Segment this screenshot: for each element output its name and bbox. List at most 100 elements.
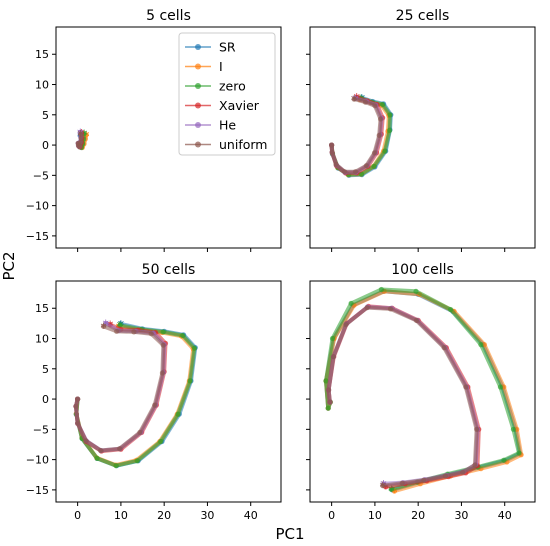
series-point-uniform [474,426,480,432]
series-point-uniform [364,305,370,311]
series-point-uniform [152,402,158,408]
series-point-uniform [372,103,378,109]
series-point-uniform [333,161,339,167]
series-line-xavier [73,322,168,454]
series-group: ****** [73,318,198,469]
series-point-uniform [117,446,123,452]
x-tick-label: 10 [114,509,128,522]
series-point-uniform [442,473,448,479]
x-tick-label: 0 [74,509,81,522]
series-line-uniform [73,324,166,453]
series-point-uniform [351,96,357,102]
start-marker-uniform: * [100,321,107,336]
series-point-uniform [472,462,478,468]
series-point-zero [94,455,100,461]
y-tick-label: −10 [26,454,49,467]
y-tick-label: 0 [42,139,49,152]
x-tick-label: 30 [200,509,214,522]
subplot-title: 100 cells [391,262,454,278]
series-point-uniform [329,142,335,148]
series-point-uniform [363,163,369,169]
start-marker-xavier: * [382,482,389,497]
y-tick-label: 15 [35,302,49,315]
series-point-uniform [101,323,107,329]
start-marker-uniform: * [351,94,358,109]
subplot-title: 5 cells [146,8,191,24]
series-point-uniform [329,149,335,155]
series-point-uniform [148,331,154,337]
y-tick-label: −10 [26,200,49,213]
series-point-zero [134,458,140,464]
series-point-zero [387,112,393,118]
series-group: ****** [329,92,394,178]
subplot-title: 50 cells [142,262,196,278]
legend-swatch-marker [195,141,201,148]
series-point-zero [516,450,522,456]
series-line-he [73,321,167,453]
series-point-uniform [413,317,419,323]
series-point-uniform [75,420,81,426]
axes-frame [309,280,536,503]
series-point-uniform [131,329,137,335]
x-axis-label: PC1 [275,525,304,543]
series-line-xavier [326,304,481,489]
series-point-uniform [75,396,81,402]
y-tick-label: −5 [33,169,49,182]
series-line-sr [324,289,522,492]
series-point-uniform [78,135,84,141]
legend-label: SR [219,40,236,55]
series-point-uniform [75,140,81,146]
x-tick-label: 20 [157,509,171,522]
series-point-uniform [352,169,358,175]
series-point-uniform [377,116,384,122]
series-point-zero [329,335,336,342]
series-point-uniform [387,306,394,312]
y-tick-label: 15 [35,48,49,61]
y-tick-label: 5 [42,109,49,122]
series-point-zero [158,438,164,445]
start-marker-uniform: * [379,481,386,496]
series-line-uniform [326,305,479,488]
series-point-zero [348,300,354,306]
start-marker-zero: * [81,129,88,144]
legend-swatch-marker [195,102,201,109]
series-point-zero [413,288,419,294]
legend-swatch-marker [195,63,201,70]
y-tick-label: −15 [26,484,49,497]
y-tick-label: −15 [26,230,49,243]
y-tick-label: −5 [33,423,49,436]
y-tick-label: 0 [42,393,49,406]
series-point-uniform [371,150,378,156]
series-point-uniform [342,169,348,175]
series-point-uniform [376,132,382,138]
series-point-zero [371,163,377,169]
legend-swatch-marker [195,83,201,89]
subplot-2: 25 cells ****** [306,8,536,252]
series-point-uniform [463,384,469,390]
series-group: ****** [323,286,524,501]
legend-swatch-marker [195,44,201,50]
legend-label: Xavier [219,98,260,113]
series-point-uniform [73,403,79,409]
series-point-zero [180,332,186,339]
y-tick-label: 5 [42,363,49,376]
series-point-zero [510,426,516,432]
series-point-uniform [399,480,405,486]
series-point-zero [175,411,181,417]
series-point-zero [325,405,331,411]
series-point-zero [448,306,454,313]
legend-label: uniform [219,137,267,152]
series-point-uniform [83,438,89,444]
series-point-zero [378,286,384,293]
series-point-uniform [460,469,466,475]
x-tick-label: 30 [454,509,468,522]
subplot-1: 5 cells ****** −15 −10 −5 0 5 10 15 [26,8,282,252]
series-point-uniform [160,342,166,348]
series-point-zero [160,329,166,335]
y-tick-label: 10 [35,79,49,92]
start-marker-i: * [391,486,398,501]
series-point-zero [113,463,119,469]
axes-frame [309,26,536,249]
series-point-uniform [421,477,427,483]
